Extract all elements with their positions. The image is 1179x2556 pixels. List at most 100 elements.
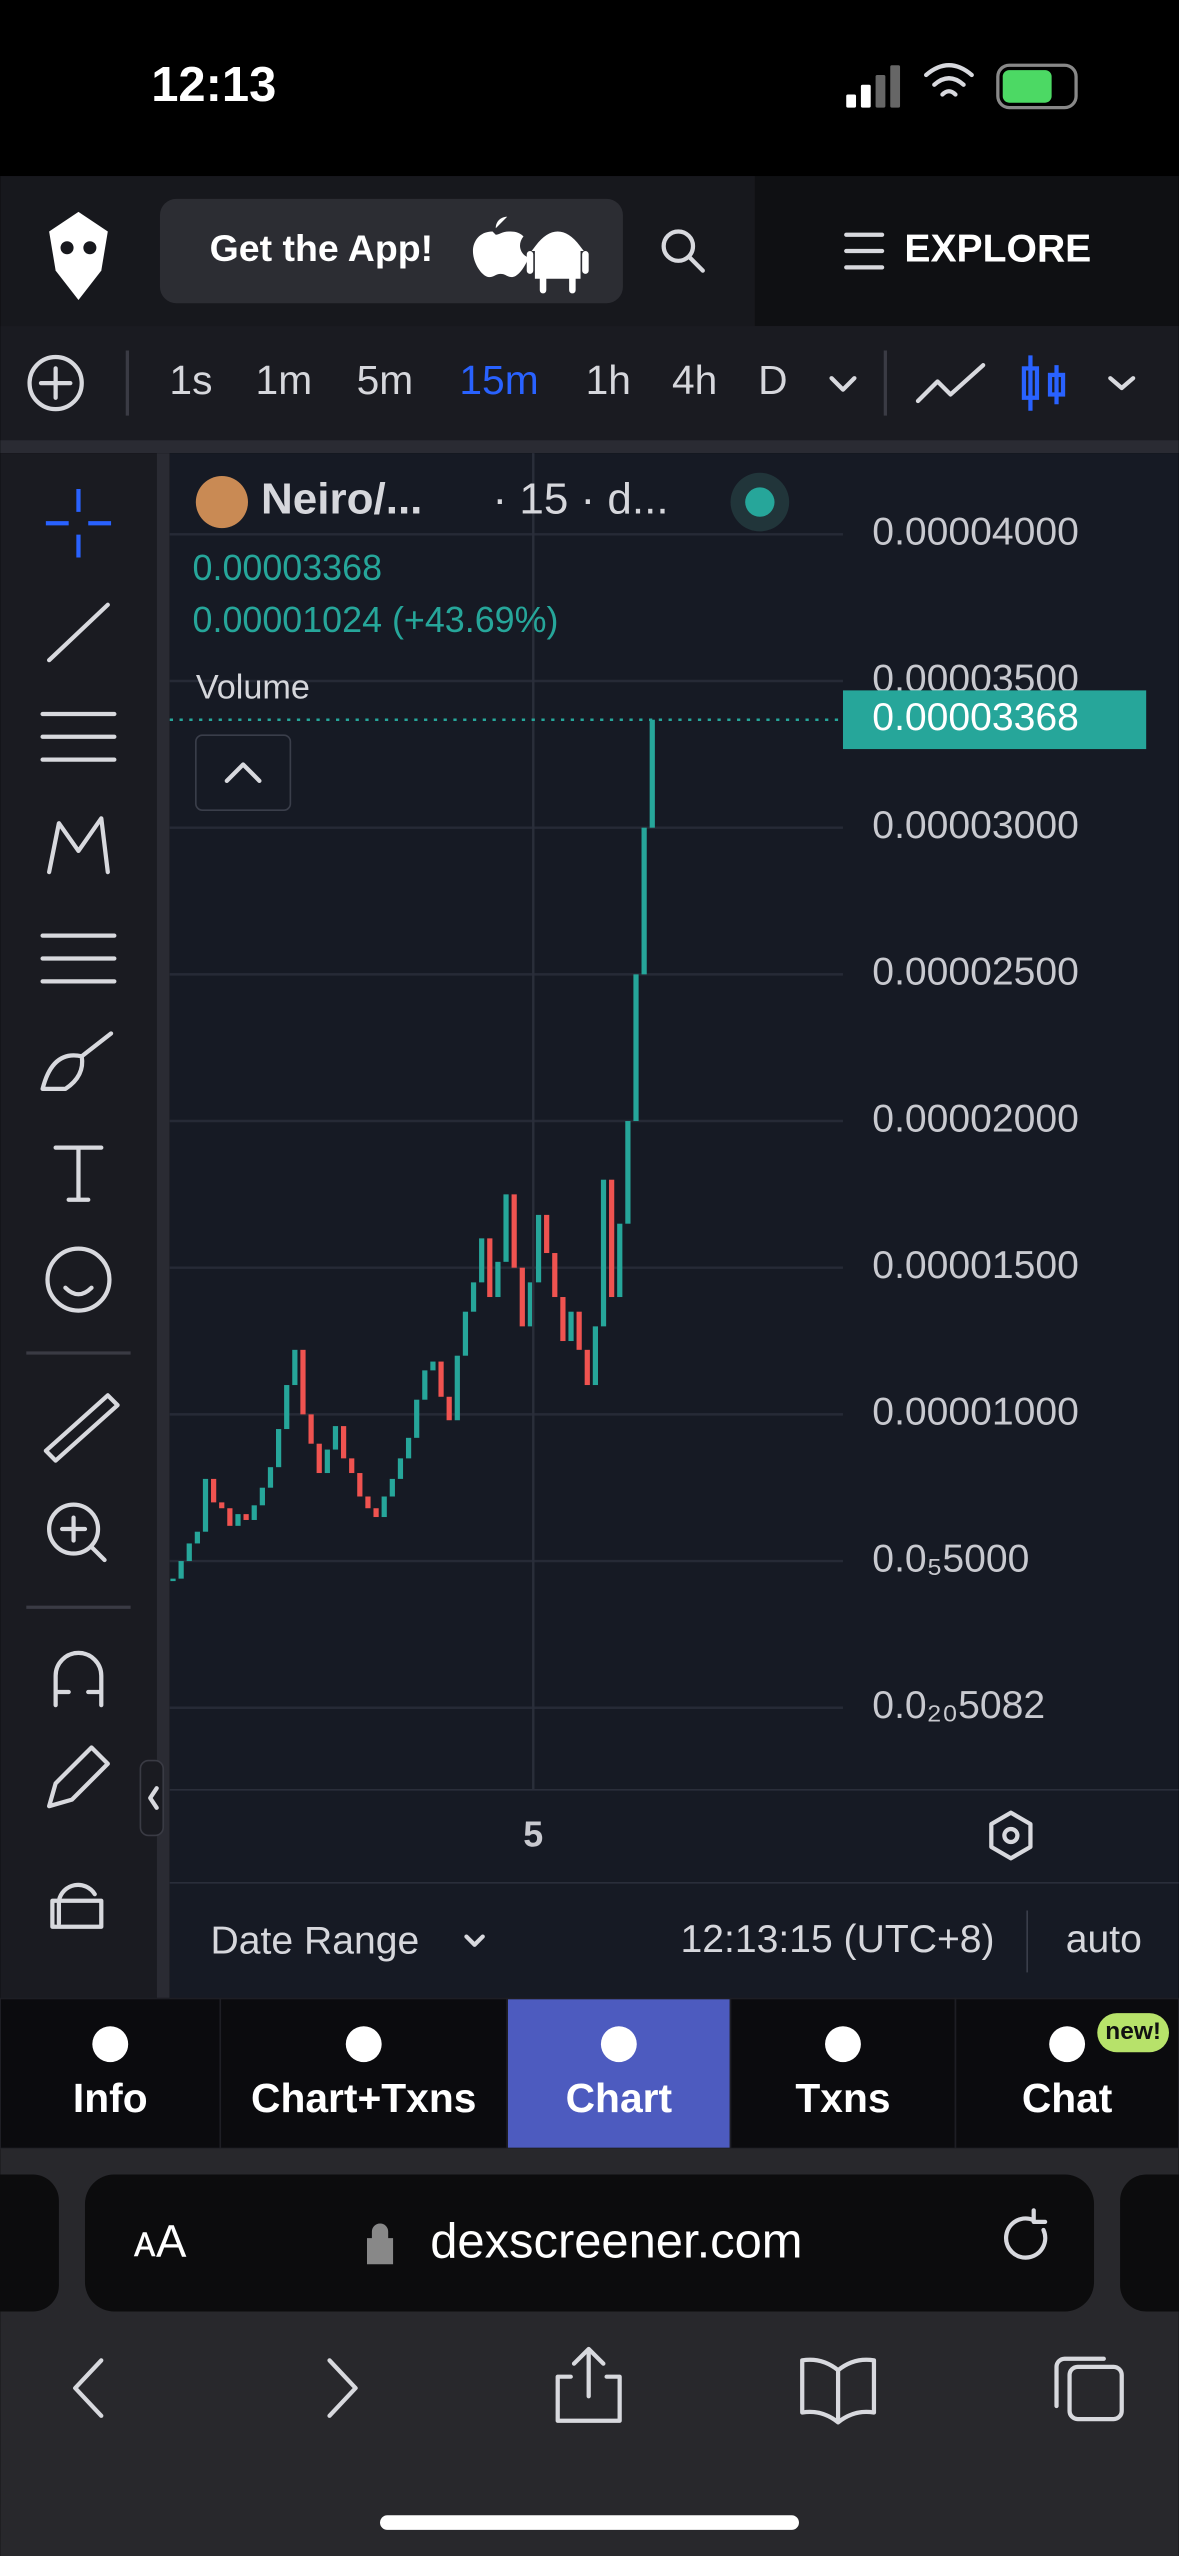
- candle: [300, 1349, 306, 1415]
- candle: [649, 719, 655, 828]
- timeframe[interactable]: D: [758, 357, 787, 403]
- clock: 12:13: [151, 58, 276, 112]
- candle: [430, 1361, 436, 1371]
- tab[interactable]: [506, 1997, 732, 2150]
- y-tick-label: 0.00003000: [872, 804, 1079, 847]
- logo-eye: [60, 241, 74, 255]
- timeframe-dropdown[interactable]: [829, 376, 857, 392]
- timeframe[interactable]: 1m: [256, 357, 313, 403]
- candle: [202, 1478, 209, 1532]
- home-indicator: [380, 2515, 799, 2530]
- candle: [373, 1508, 379, 1518]
- explore-text[interactable]: EXPLORE: [904, 227, 1091, 270]
- crosshair-tool[interactable]: [45, 489, 112, 558]
- tabs-button[interactable]: [1067, 2364, 1124, 2422]
- candle: [365, 1496, 371, 1509]
- search-icon[interactable]: [661, 229, 696, 263]
- apple-icon: [472, 216, 529, 278]
- candle: [414, 1399, 420, 1438]
- logo[interactable]: [49, 211, 108, 300]
- candle: [535, 1214, 542, 1283]
- collapse-legend-arrow: [224, 762, 262, 783]
- candle: [284, 1385, 290, 1430]
- ruler-tool[interactable]: [43, 1393, 120, 1463]
- collapse-legend[interactable]: [195, 734, 292, 811]
- timeframe[interactable]: 15m: [459, 357, 538, 403]
- explore-area: [754, 176, 1179, 327]
- trendline-tool[interactable]: [47, 602, 110, 663]
- timeframe[interactable]: 5m: [357, 357, 414, 403]
- menu-icon[interactable]: [844, 232, 885, 270]
- candle: [227, 1508, 233, 1526]
- candle: [332, 1426, 339, 1450]
- status-bar: [0, 0, 1179, 177]
- candle: [544, 1214, 550, 1254]
- candle: [422, 1370, 428, 1400]
- lock-drawing-tool[interactable]: [47, 1745, 110, 1809]
- candle: [194, 1531, 200, 1544]
- y-tick-label: 0.00004000: [872, 511, 1079, 554]
- pair-name: Neiro/...: [261, 475, 422, 524]
- zoom-tool[interactable]: [47, 1502, 101, 1556]
- wifi: [923, 63, 974, 97]
- forward-button[interactable]: [327, 2358, 358, 2418]
- candle: [324, 1449, 330, 1474]
- y-tick-label: 0.0₂₀5082: [872, 1684, 1045, 1727]
- emoji-tool[interactable]: [45, 1246, 112, 1313]
- pattern-tool[interactable]: [47, 816, 110, 875]
- settings-icon-center: [1002, 1826, 1020, 1845]
- candle: [316, 1443, 322, 1474]
- candle: [462, 1311, 469, 1356]
- line-chart-icon[interactable]: [915, 363, 986, 404]
- get-app-button[interactable]: [159, 198, 623, 304]
- fib-tool[interactable]: [40, 711, 117, 762]
- timeframe[interactable]: 1h: [586, 357, 631, 403]
- y-tick-label: 0.00002000: [872, 1097, 1079, 1140]
- prediction-tool[interactable]: [40, 933, 117, 984]
- candle: [235, 1514, 241, 1526]
- prev-tab-pill: [0, 2174, 59, 2312]
- brush-tool[interactable]: [40, 1031, 114, 1092]
- chart-type-dropdown[interactable]: [1108, 376, 1136, 391]
- candle: [560, 1297, 566, 1342]
- date-range[interactable]: Date Range: [211, 1919, 420, 1962]
- text-tool[interactable]: [53, 1145, 104, 1202]
- candle: [625, 1121, 631, 1224]
- candle: [446, 1396, 452, 1421]
- timeframe[interactable]: 1s: [169, 357, 212, 403]
- candle: [259, 1487, 265, 1506]
- text-size-button[interactable]: ᴀA: [133, 2216, 187, 2267]
- candle-chart-icon[interactable]: [1021, 355, 1066, 411]
- candle: [617, 1223, 623, 1298]
- reload-icon[interactable]: [1003, 2208, 1048, 2260]
- settings-icon[interactable]: [989, 1810, 1033, 1861]
- panel-divider: [156, 453, 170, 1999]
- new-badge: [1097, 2013, 1170, 2053]
- add-indicator[interactable]: [27, 354, 84, 412]
- tab-label: Chart: [566, 2075, 673, 2121]
- timeframe[interactable]: 4h: [672, 357, 717, 403]
- date-range-arrow: [464, 1934, 485, 1947]
- bookmarks-button[interactable]: [800, 2357, 877, 2425]
- toolbar: [0, 326, 1179, 441]
- magnet-tool[interactable]: [53, 1650, 104, 1708]
- candle: [308, 1414, 314, 1444]
- lock-icon: [366, 2223, 394, 2265]
- candle: [503, 1194, 509, 1262]
- unlock-tool[interactable]: [50, 1882, 104, 1929]
- candle: [592, 1326, 599, 1386]
- candle: [340, 1426, 347, 1459]
- back-button[interactable]: [73, 2358, 104, 2418]
- tab-label: Txns: [795, 2075, 890, 2121]
- tab[interactable]: [219, 1997, 508, 2150]
- tab[interactable]: [729, 1997, 957, 2150]
- zoom-tool-plus: [60, 1515, 107, 1563]
- tab[interactable]: [0, 1997, 222, 2150]
- auto-scale[interactable]: auto: [1066, 1918, 1142, 1961]
- candle: [275, 1429, 282, 1468]
- candle: [584, 1349, 590, 1386]
- share-button[interactable]: [555, 2346, 622, 2423]
- url-bar[interactable]: [84, 2174, 1095, 2312]
